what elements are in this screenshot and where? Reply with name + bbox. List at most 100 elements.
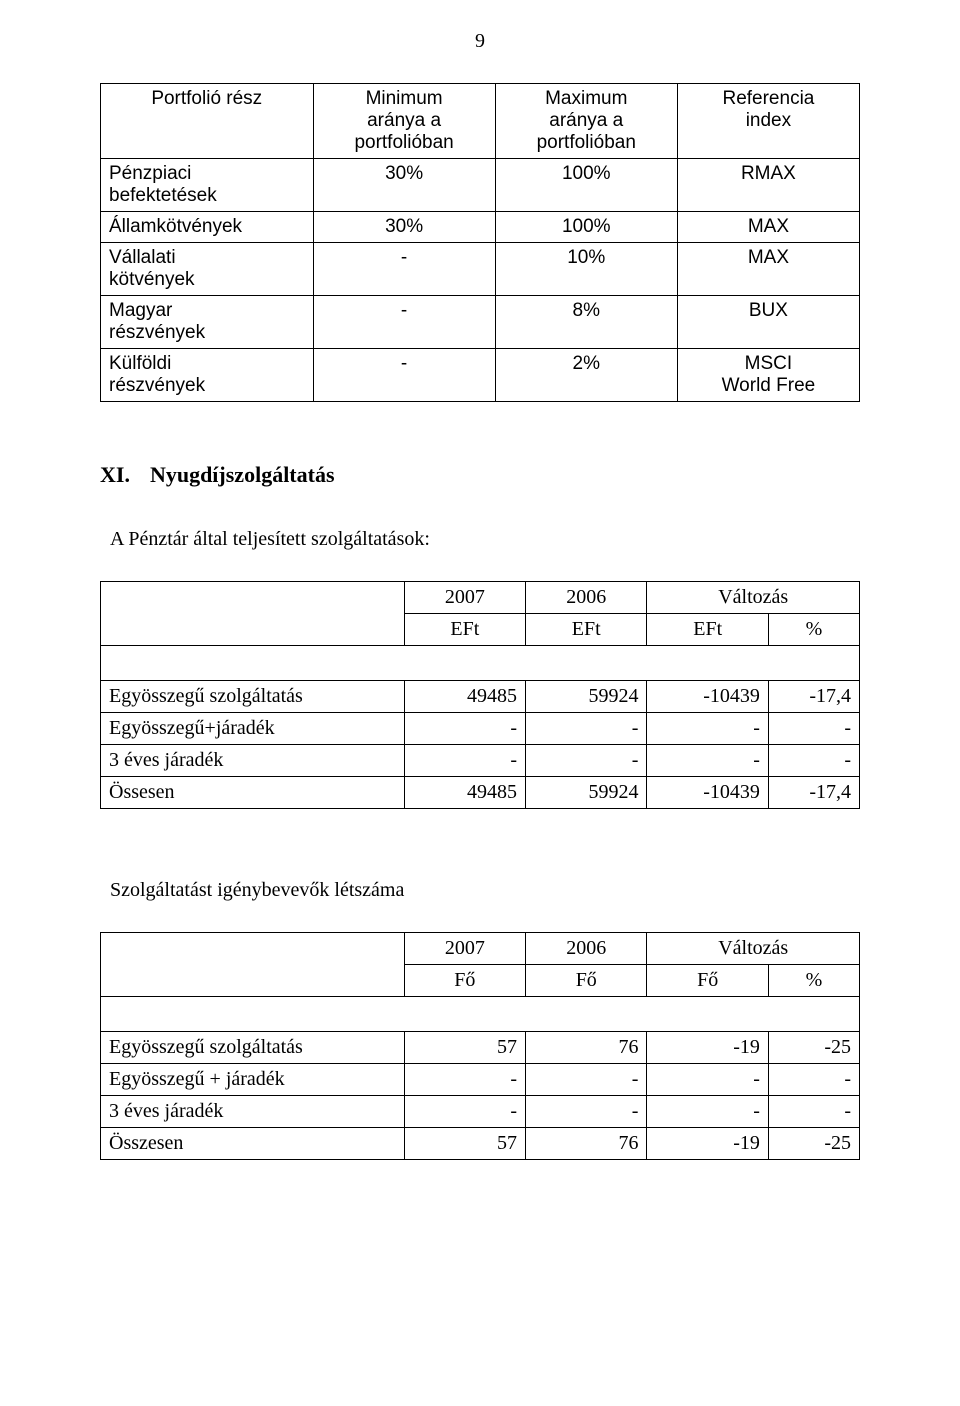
cell: RMAX bbox=[677, 159, 859, 212]
cell: Egyösszegű szolgáltatás bbox=[101, 681, 405, 713]
cell: 59924 bbox=[526, 777, 647, 809]
cell: 2% bbox=[495, 349, 677, 402]
cell: 100% bbox=[495, 212, 677, 243]
cell: MSCIWorld Free bbox=[677, 349, 859, 402]
cell: 59924 bbox=[526, 681, 647, 713]
cell: - bbox=[647, 745, 768, 777]
th-unit2: Fő bbox=[526, 965, 647, 997]
cell: - bbox=[647, 1064, 768, 1096]
cell: -19 bbox=[647, 1032, 768, 1064]
cell: MAX bbox=[677, 243, 859, 296]
cell: - bbox=[526, 713, 647, 745]
th-year1: 2007 bbox=[404, 933, 525, 965]
cell: 100% bbox=[495, 159, 677, 212]
cell: MAX bbox=[677, 212, 859, 243]
table-row: 2007 2006 Változás bbox=[101, 582, 860, 614]
cell: -25 bbox=[768, 1128, 859, 1160]
cell: - bbox=[404, 1064, 525, 1096]
section-number: XI. bbox=[100, 462, 130, 488]
table-row: Összesen 57 76 -19 -25 bbox=[101, 1128, 860, 1160]
cell: - bbox=[313, 349, 495, 402]
cell: -17,4 bbox=[768, 777, 859, 809]
page: 9 Portfolió rész Minimumaránya aportfoli… bbox=[0, 0, 960, 1406]
portfolio-table: Portfolió rész Minimumaránya aportfoliób… bbox=[100, 83, 860, 402]
table-row: 2007 2006 Változás bbox=[101, 933, 860, 965]
spacer bbox=[100, 809, 860, 879]
cell: 49485 bbox=[404, 681, 525, 713]
th-year2: 2006 bbox=[526, 582, 647, 614]
cell: 30% bbox=[313, 212, 495, 243]
table-row: Egyösszegű+járadék - - - - bbox=[101, 713, 860, 745]
spacer-row bbox=[101, 997, 860, 1032]
cell: 3 éves járadék bbox=[101, 1096, 405, 1128]
cell: - bbox=[647, 1096, 768, 1128]
cell: -25 bbox=[768, 1032, 859, 1064]
section-heading: XI. Nyugdíjszolgáltatás bbox=[100, 462, 860, 488]
cell: 57 bbox=[404, 1032, 525, 1064]
page-number: 9 bbox=[100, 30, 860, 53]
th-min: Minimumaránya aportfolióban bbox=[313, 84, 495, 159]
th-max: Maximumaránya aportfolióban bbox=[495, 84, 677, 159]
cell: Államkötvények bbox=[101, 212, 314, 243]
th-unit1: EFt bbox=[404, 614, 525, 646]
cell: 76 bbox=[526, 1128, 647, 1160]
cell: - bbox=[768, 745, 859, 777]
services-count-table: 2007 2006 Változás Fő Fő Fő % Egyösszegű… bbox=[100, 932, 860, 1160]
table-row: Pénzpiacibefektetések 30% 100% RMAX bbox=[101, 159, 860, 212]
cell: - bbox=[313, 243, 495, 296]
table-row: Egyösszegű + járadék - - - - bbox=[101, 1064, 860, 1096]
cell: Pénzpiacibefektetések bbox=[101, 159, 314, 212]
table-row: Össesen 49485 59924 -10439 -17,4 bbox=[101, 777, 860, 809]
table-row: 3 éves járadék - - - - bbox=[101, 745, 860, 777]
cell: - bbox=[768, 1096, 859, 1128]
cell: 30% bbox=[313, 159, 495, 212]
table-row: Vállalatikötvények - 10% MAX bbox=[101, 243, 860, 296]
cell: - bbox=[768, 713, 859, 745]
cell: 57 bbox=[404, 1128, 525, 1160]
cell: 3 éves járadék bbox=[101, 745, 405, 777]
table-row: Egyösszegű szolgáltatás 57 76 -19 -25 bbox=[101, 1032, 860, 1064]
cell: 8% bbox=[495, 296, 677, 349]
cell: Össesen bbox=[101, 777, 405, 809]
cell: - bbox=[313, 296, 495, 349]
cell: Egyösszegű+járadék bbox=[101, 713, 405, 745]
th-year1: 2007 bbox=[404, 582, 525, 614]
th-unit1: Fő bbox=[404, 965, 525, 997]
sub-heading-1: A Pénztár által teljesített szolgáltatás… bbox=[110, 528, 860, 551]
cell: -10439 bbox=[647, 681, 768, 713]
th-change: Változás bbox=[647, 582, 860, 614]
th-change-pct: % bbox=[768, 614, 859, 646]
cell: - bbox=[526, 745, 647, 777]
cell: Összesen bbox=[101, 1128, 405, 1160]
th-year2: 2006 bbox=[526, 933, 647, 965]
cell: - bbox=[526, 1096, 647, 1128]
cell: -17,4 bbox=[768, 681, 859, 713]
table-row: Egyösszegű szolgáltatás 49485 59924 -104… bbox=[101, 681, 860, 713]
cell: Külföldirészvények bbox=[101, 349, 314, 402]
cell: 49485 bbox=[404, 777, 525, 809]
th-change-pct: % bbox=[768, 965, 859, 997]
table-row bbox=[101, 997, 860, 1032]
cell: 76 bbox=[526, 1032, 647, 1064]
table-row: Portfolió rész Minimumaránya aportfoliób… bbox=[101, 84, 860, 159]
table-row: Államkötvények 30% 100% MAX bbox=[101, 212, 860, 243]
cell: Vállalatikötvények bbox=[101, 243, 314, 296]
th-portfolio: Portfolió rész bbox=[101, 84, 314, 159]
cell: - bbox=[404, 1096, 525, 1128]
cell: -10439 bbox=[647, 777, 768, 809]
cell: -19 bbox=[647, 1128, 768, 1160]
th-change-unit: Fő bbox=[647, 965, 768, 997]
cell: - bbox=[768, 1064, 859, 1096]
cell: 10% bbox=[495, 243, 677, 296]
th-unit2: EFt bbox=[526, 614, 647, 646]
th-empty bbox=[101, 933, 405, 997]
services-eft-table: 2007 2006 Változás EFt EFt EFt % Egyössz… bbox=[100, 581, 860, 809]
th-change-unit: EFt bbox=[647, 614, 768, 646]
th-ref: Referenciaindex bbox=[677, 84, 859, 159]
cell: - bbox=[647, 713, 768, 745]
cell: BUX bbox=[677, 296, 859, 349]
table-row: 3 éves járadék - - - - bbox=[101, 1096, 860, 1128]
spacer-row bbox=[101, 646, 860, 681]
section-title: Nyugdíjszolgáltatás bbox=[150, 462, 335, 488]
th-change: Változás bbox=[647, 933, 860, 965]
